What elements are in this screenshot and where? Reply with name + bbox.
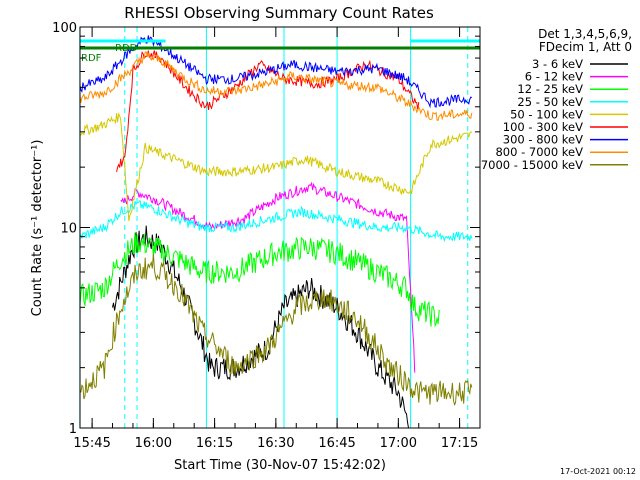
chart-title: RHESSI Observing Summary Count Rates: [124, 4, 434, 22]
legend-label: 3 - 6 keV: [532, 57, 583, 71]
series-line-2: [79, 232, 440, 328]
x-tick-label: 15:45: [73, 436, 110, 451]
annotation-rdd: RDD: [115, 43, 138, 54]
y-tick-label: 100: [52, 21, 77, 36]
annotation-rdf: RDF: [81, 53, 102, 64]
series-line-7: [79, 51, 473, 122]
legend-label: 25 - 50 keV: [517, 95, 583, 109]
x-tick-label: 17:00: [380, 436, 417, 451]
legend-label: 6 - 12 keV: [525, 70, 583, 84]
y-tick-label: 10: [60, 222, 77, 237]
legend-header-2: FDecim 1, Att 0: [539, 40, 632, 54]
legend-header-1: Det 1,3,4,5,6,9,: [538, 27, 632, 41]
series-line-1: [120, 181, 416, 373]
legend-label: 7000 - 15000 keV: [481, 158, 583, 172]
legend-label: 50 - 100 keV: [510, 107, 583, 121]
legend-label: 100 - 300 keV: [503, 120, 583, 134]
x-tick-label: 16:45: [318, 436, 355, 451]
legend-label: 300 - 800 keV: [503, 133, 583, 147]
footer-date: 17-Oct-2021 00:12: [560, 467, 636, 476]
x-tick-label: 17:15: [441, 436, 478, 451]
x-tick-label: 16:00: [135, 436, 172, 451]
legend-label: 12 - 25 keV: [517, 82, 583, 96]
series-line-3: [79, 199, 473, 243]
x-axis-label: Start Time (30-Nov-07 15:42:02): [174, 458, 386, 473]
x-tick-label: 16:30: [257, 436, 294, 451]
legend-label: 800 - 7000 keV: [495, 145, 583, 159]
series-line-4: [79, 112, 472, 222]
x-tick-label: 16:15: [196, 436, 233, 451]
y-tick-label: 1: [69, 422, 77, 437]
y-axis-label: Count Rate (s⁻¹ detector⁻¹): [30, 140, 45, 317]
series-line-8: [79, 253, 473, 407]
